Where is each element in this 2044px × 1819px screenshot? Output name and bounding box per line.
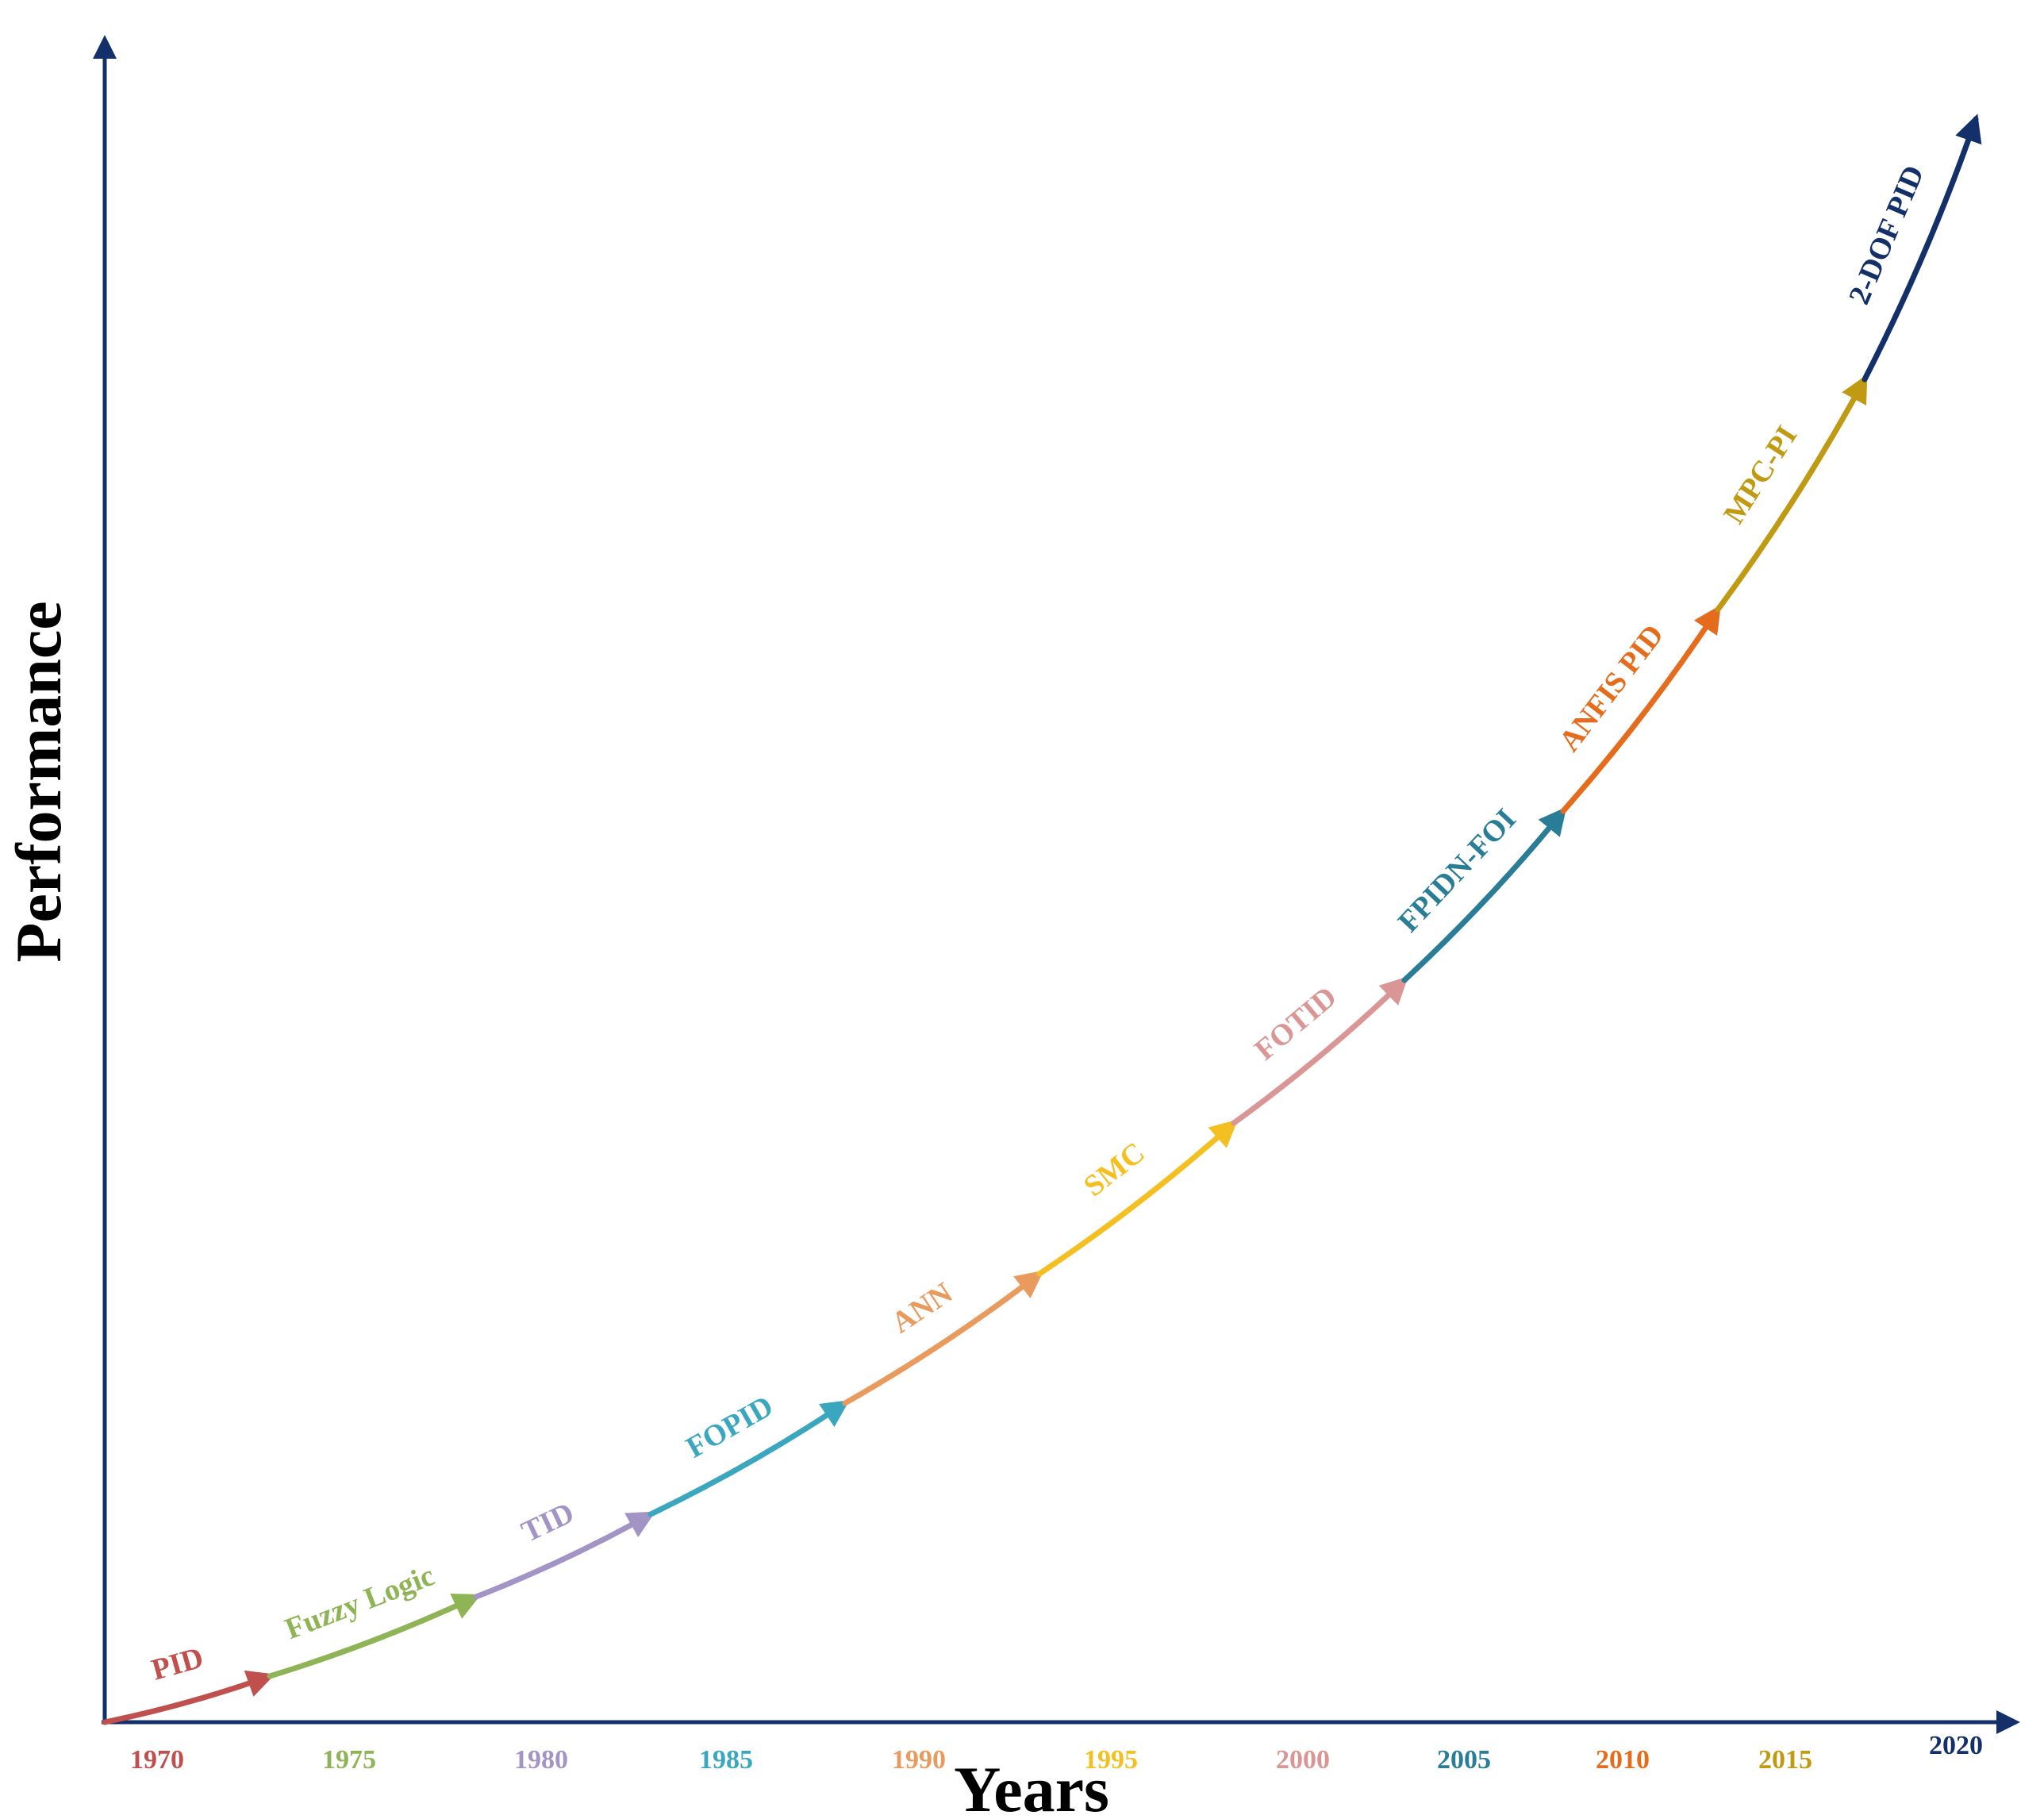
- segment-label: FPIDN-FOI: [1392, 802, 1523, 939]
- segment-label: ANN: [886, 1276, 959, 1340]
- curve-segment-arrow: [842, 1270, 1044, 1406]
- segment-label: PID: [148, 1641, 207, 1687]
- y-axis-title: Performance: [2, 601, 75, 962]
- year-label-1980: 1980: [514, 1745, 568, 1775]
- curve-segment-arrow: [1036, 1119, 1239, 1277]
- year-label-1995: 1995: [1084, 1745, 1138, 1775]
- year-label-1990: 1990: [892, 1745, 946, 1775]
- year-label-2010: 2010: [1596, 1745, 1650, 1775]
- segment-label: SMC: [1078, 1136, 1151, 1203]
- curve-segment-arrow: [1401, 806, 1567, 983]
- year-label-2015: 2015: [1758, 1745, 1812, 1775]
- curve-segment-arrow: [102, 1670, 275, 1725]
- year-label-1985: 1985: [699, 1745, 753, 1775]
- segment-label: TID: [517, 1496, 579, 1549]
- curve-segment-arrow: [1862, 113, 1982, 383]
- curve-segment-arrow: [647, 1400, 850, 1517]
- segment-label: FOTID: [1248, 980, 1343, 1067]
- curve-segment-arrow: [267, 1593, 482, 1679]
- segment-label: Fuzzy Logic: [281, 1559, 439, 1646]
- curve-segment-arrow: [1560, 605, 1721, 814]
- year-label-2005: 2005: [1437, 1745, 1491, 1775]
- year-label-1975: 1975: [322, 1745, 376, 1775]
- x-axis-title: Years: [954, 1753, 1109, 1819]
- curve-segment-arrow: [1231, 976, 1409, 1126]
- segment-label: ANFIS PID: [1553, 618, 1670, 757]
- year-label-2020: 2020: [1929, 1731, 1983, 1760]
- segment-label: MPC-PI: [1717, 420, 1804, 529]
- axes: [93, 35, 2020, 1734]
- year-label-2000: 2000: [1276, 1745, 1330, 1775]
- curve-segment-arrow: [473, 1511, 656, 1600]
- segment-label: 2-DOF PID: [1842, 160, 1931, 309]
- year-label-1970: 1970: [130, 1745, 184, 1775]
- curve-segment-arrow: [1715, 374, 1868, 613]
- year-labels: 1970 1975 1980 1985 1990 1995 2000 2005 2010 2015…: [130, 1731, 1983, 1775]
